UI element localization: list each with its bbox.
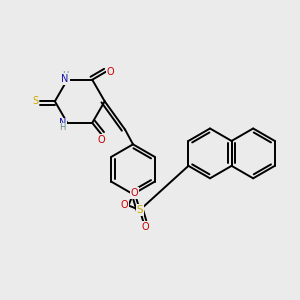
Text: N: N [61,74,69,84]
Text: O: O [98,135,105,145]
Text: H: H [62,71,68,80]
Text: O: O [142,222,149,232]
Text: N: N [59,118,67,128]
Text: S: S [136,205,143,215]
Text: O: O [130,188,138,198]
Text: H: H [60,124,66,133]
Text: O: O [120,200,128,211]
Text: S: S [33,96,39,106]
Text: O: O [106,67,114,77]
